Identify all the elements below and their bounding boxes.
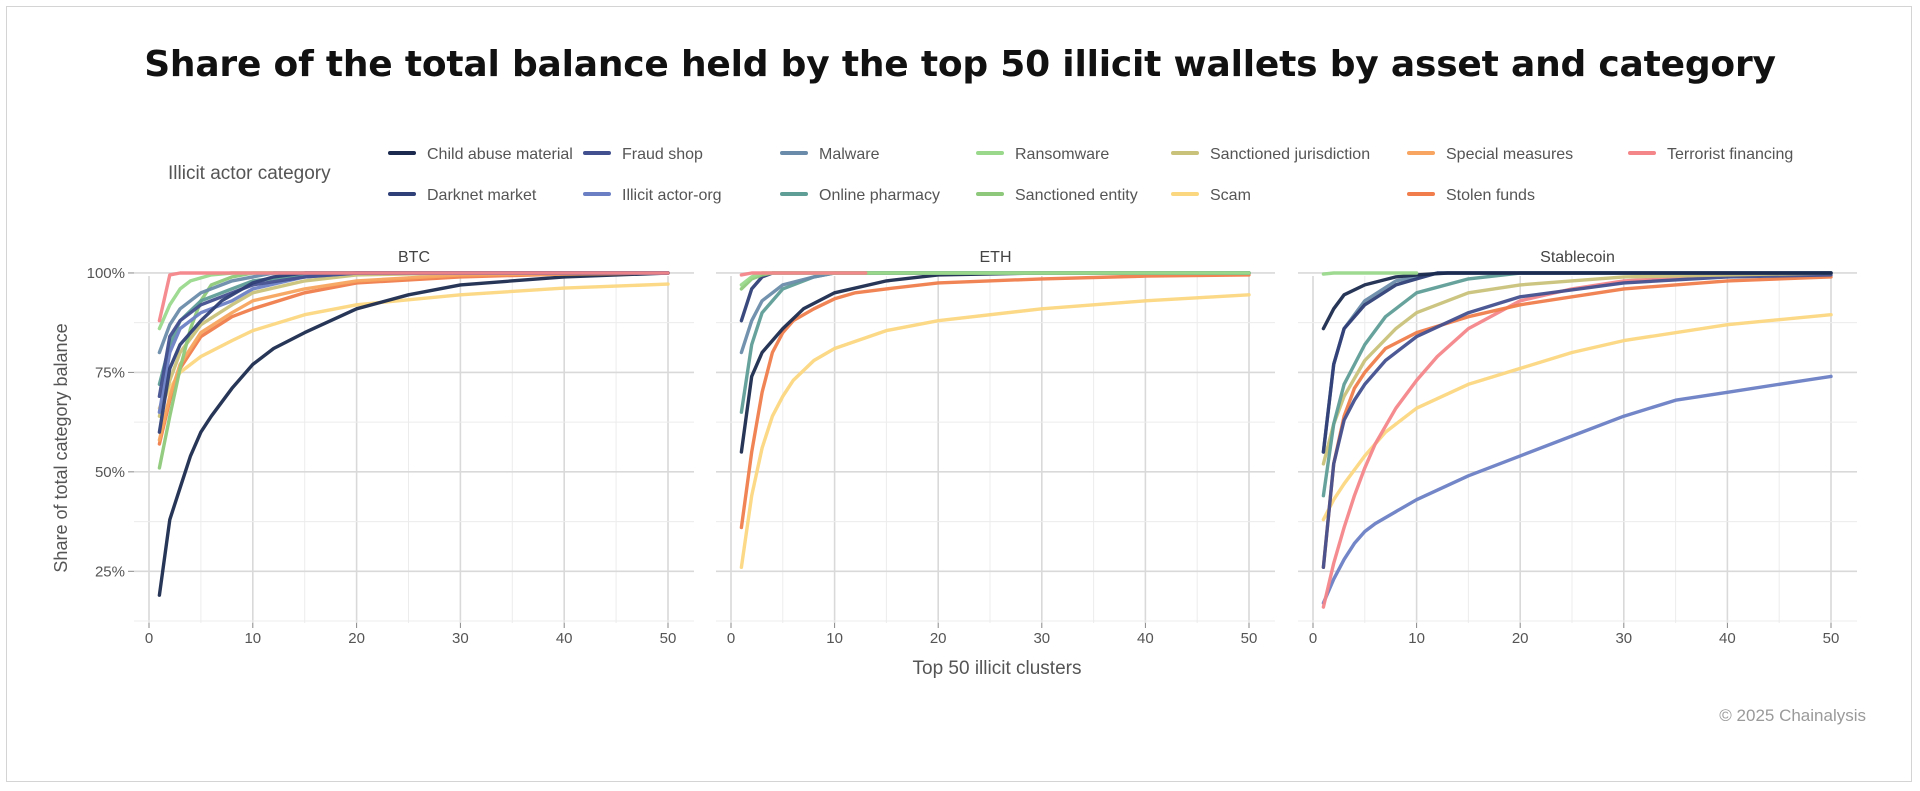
x-tick-label: 10 <box>1408 630 1425 647</box>
y-tick-label: 75% <box>95 364 125 381</box>
chart-title: Share of the total balance held by the t… <box>144 44 1776 85</box>
series-group <box>739 271 1251 569</box>
gridlines <box>716 272 1275 623</box>
legend-label: Scam <box>1210 187 1251 204</box>
chart-frame <box>6 6 1912 782</box>
series-line-online-pharmacy <box>1321 271 1833 498</box>
series-line-special-measures <box>157 271 670 442</box>
x-tick-label: 10 <box>244 630 261 647</box>
series-group <box>1321 271 1833 609</box>
panel-label: Stablecoin <box>1540 249 1615 266</box>
x-tick-label: 20 <box>1512 630 1529 647</box>
series-line-ransomware <box>739 271 1251 287</box>
y-tick-label: 100% <box>87 265 125 282</box>
series-line-darknet-market <box>157 271 670 434</box>
legend-label: Sanctioned jurisdiction <box>1210 146 1370 163</box>
x-tick-label: 20 <box>930 630 947 647</box>
legend-item-fraud-shop: Fraud shop <box>583 146 703 163</box>
x-tick-label: 30 <box>452 630 469 647</box>
x-axis-label: Top 50 illicit clusters <box>913 658 1082 679</box>
series-line-illicit-actor-org <box>1321 374 1833 605</box>
legend-label: Child abuse material <box>427 146 573 163</box>
legend-label: Darknet market <box>427 187 537 204</box>
series-line-ransomware <box>1321 271 1419 276</box>
x-tick-label: 50 <box>1823 630 1840 647</box>
legend-label: Ransomware <box>1015 146 1109 163</box>
legend-item-terrorist-financing: Terrorist financing <box>1628 146 1793 163</box>
legend-item-illicit-actor-org: Illicit actor-org <box>583 187 722 204</box>
x-tick-label: 0 <box>145 630 153 647</box>
x-tick-label: 20 <box>348 630 365 647</box>
copyright-text: © 2025 Chainalysis <box>1719 706 1866 725</box>
x-tick-label: 0 <box>1309 630 1317 647</box>
legend-label: Fraud shop <box>622 146 703 163</box>
legend-label: Sanctioned entity <box>1015 187 1138 204</box>
series-line-child-abuse-material <box>157 271 670 597</box>
x-tick-label: 30 <box>1033 630 1050 647</box>
legend-label: Stolen funds <box>1446 187 1535 204</box>
series-line-stolen-funds <box>739 273 1251 530</box>
series-line-scam <box>1321 313 1833 522</box>
x-tick-label: 40 <box>1137 630 1154 647</box>
legend-item-sanctioned-jurisdiction: Sanctioned jurisdiction <box>1171 146 1370 163</box>
panel-label: ETH <box>980 249 1012 266</box>
x-tick-label: 30 <box>1615 630 1632 647</box>
x-tick-label: 10 <box>826 630 843 647</box>
legend-label: Online pharmacy <box>819 187 940 204</box>
legend-item-sanctioned-entity: Sanctioned entity <box>976 187 1138 204</box>
legend-item-scam: Scam <box>1171 187 1251 204</box>
series-line-malware <box>1321 271 1833 454</box>
x-tick-label: 0 <box>727 630 735 647</box>
legend-label: Illicit actor-org <box>622 187 722 204</box>
series-line-online-pharmacy <box>739 271 1251 414</box>
x-tick-label: 50 <box>660 630 677 647</box>
legend-label: Malware <box>819 146 880 163</box>
legend-title: Illicit actor category <box>168 163 331 184</box>
panel-label: BTC <box>398 249 430 266</box>
legend-item-ransomware: Ransomware <box>976 146 1109 163</box>
series-line-fraud-shop <box>1321 273 1833 569</box>
y-tick-label: 50% <box>95 464 125 481</box>
legend-item-darknet-market: Darknet market <box>388 187 537 204</box>
x-tick-label: 40 <box>556 630 573 647</box>
series-line-darknet-market <box>1321 271 1833 454</box>
legend-item-child-abuse-material: Child abuse material <box>388 146 573 163</box>
panel-stablecoin: Stablecoin 0 10 20 30 40 50 <box>1298 249 1857 647</box>
gridlines <box>1298 272 1857 623</box>
legend-item-stolen-funds: Stolen funds <box>1407 187 1535 204</box>
panel-eth: ETH 0 10 20 30 40 50 <box>716 249 1275 647</box>
series-line-scam <box>739 293 1251 569</box>
legend-item-special-measures: Special measures <box>1407 146 1573 163</box>
series-line-stolen-funds <box>1321 275 1833 569</box>
legend-item-online-pharmacy: Online pharmacy <box>780 187 940 204</box>
series-group <box>157 271 670 597</box>
legend-label: Terrorist financing <box>1667 146 1793 163</box>
x-tick-label: 50 <box>1241 630 1258 647</box>
series-line-child-abuse-material <box>1321 271 1833 331</box>
panel-btc: BTC 0 10 20 30 40 50 25% 50% 75% 100% <box>87 249 694 647</box>
series-line-terrorist-financing <box>157 271 670 323</box>
y-axis-label: Share of total category balance <box>51 323 71 572</box>
series-line-terrorist-financing <box>739 271 868 277</box>
legend-item-malware: Malware <box>780 146 880 163</box>
x-tick-label: 40 <box>1719 630 1736 647</box>
legend-label: Special measures <box>1446 146 1573 163</box>
y-tick-label: 25% <box>95 563 125 580</box>
legend: Illicit actor category Child abuse materi… <box>168 146 1793 204</box>
